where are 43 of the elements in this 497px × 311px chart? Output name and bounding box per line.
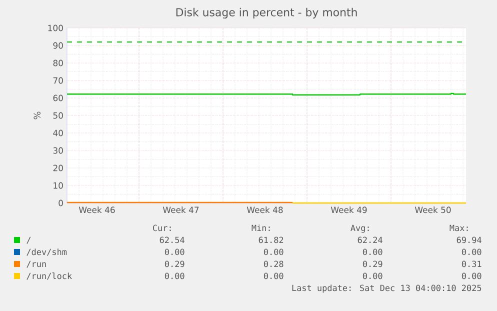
text: Min: (252, 224, 270, 231)
y-tick-label: 10 (54, 182, 63, 189)
text: 0.28 (264, 260, 284, 268)
legend-label: /run/lock (26, 272, 72, 280)
y-tick-label: 0 (58, 200, 63, 206)
y-tick-label: 20 (53, 164, 63, 172)
legend-label: /dev/shm (26, 248, 67, 256)
y-tick-label: 100 (48, 24, 63, 32)
x-tick-label: Week 46 (78, 206, 115, 214)
text: 0.00 (264, 248, 284, 256)
text: Cur: (152, 224, 171, 232)
text: 61.82 (258, 236, 284, 244)
y-tick-label: 60 (53, 94, 63, 102)
y-tick-label: 30 (53, 147, 63, 154)
legend-label: / (26, 236, 31, 244)
x-tick-label: Week 49 (330, 206, 367, 214)
text: 0.00 (164, 248, 184, 256)
text: 0.00 (462, 248, 482, 256)
x-tick-label: Week 48 (246, 206, 283, 214)
text: 62.24 (358, 236, 382, 244)
text: Last update: Sat Dec 13 04:00:10 2025 (292, 284, 482, 293)
text: 0.00 (264, 272, 284, 280)
text: 0.00 (164, 272, 184, 280)
text: 62.54 (160, 236, 184, 244)
text: 0.00 (362, 272, 382, 280)
text: 0.00 (362, 248, 382, 256)
text: 0.29 (164, 260, 184, 268)
y-axis-title: % (34, 112, 40, 120)
y-tick-label: 80 (53, 60, 63, 66)
text: 0.31 (462, 260, 482, 268)
chart-title: Disk usage in percent - by month (176, 8, 357, 18)
text: Avg: (350, 224, 369, 233)
y-tick-label: 70 (53, 77, 63, 84)
text: 0.00 (462, 272, 482, 280)
text: 69.94 (456, 236, 482, 244)
text: Max: (450, 224, 468, 232)
x-tick-label: Week 50 (414, 206, 451, 214)
y-tick-label: 40 (53, 130, 63, 136)
x-tick-label: Week 47 (162, 206, 199, 214)
legend-label: /run (26, 260, 46, 268)
text: 0.29 (362, 260, 382, 268)
y-tick-label: 90 (53, 42, 63, 49)
y-tick-label: 50 (53, 112, 63, 119)
